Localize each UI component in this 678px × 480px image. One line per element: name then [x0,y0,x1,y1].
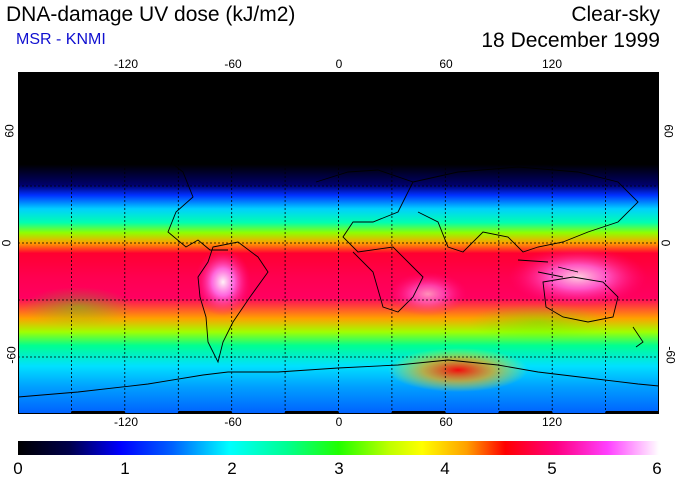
date-label: 18 December 1999 [481,29,660,52]
lon-tick-top: 60 [439,57,453,71]
color-scale-label: 2 [227,459,237,478]
lat-tick-left: 60 [2,124,17,138]
lon-tick-bottom: 60 [439,415,453,429]
source-label: MSR - KNMI [16,31,106,48]
lon-tick-bottom: -120 [113,415,139,429]
color-scale-label: 1 [120,459,130,478]
lon-tick-bottom: 120 [541,415,563,429]
lon-tick-bottom: -60 [224,415,242,429]
uv-dose-field [18,72,659,414]
color-scale-label: 3 [334,459,344,478]
coastlines [18,133,659,398]
sky-condition-label: Clear-sky [571,3,660,26]
color-scale-label: 5 [547,459,557,478]
lon-tick-top: 0 [335,57,343,71]
map-title: DNA-damage UV dose (kJ/m2) [6,3,296,26]
graticule [18,72,659,414]
lat-tick-left: -60 [4,346,19,364]
lon-tick-top: -60 [224,57,242,71]
lat-tick-right: -60 [663,346,678,364]
color-scale-label: 6 [652,459,662,478]
lon-tick-bottom: 0 [335,415,343,429]
color-scale-bar [18,441,659,455]
color-scale-label: 0 [13,459,23,478]
lat-tick-left: 0 [0,239,14,247]
lat-tick-right: 0 [658,239,673,247]
uv-dose-map [18,72,659,414]
lon-tick-top: 120 [541,57,563,71]
lon-tick-top: -120 [113,57,139,71]
lat-tick-right: 60 [661,124,676,138]
color-scale-label: 4 [440,459,450,478]
